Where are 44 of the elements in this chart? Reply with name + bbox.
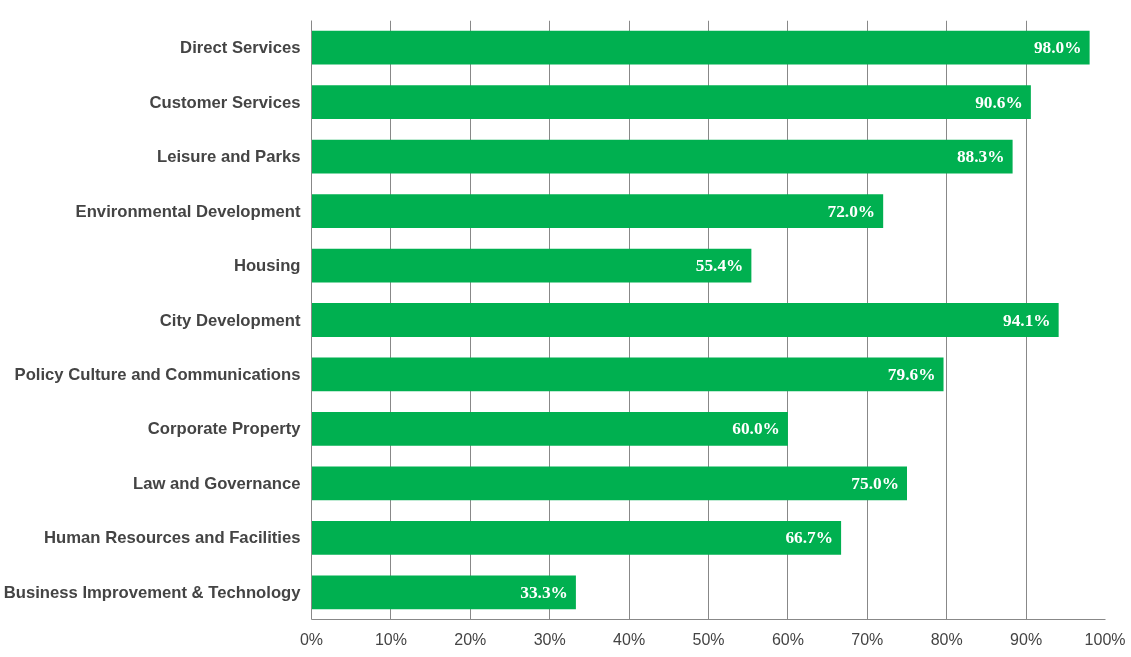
y-tick-label: Leisure and Parks <box>157 147 301 167</box>
x-tick-label: 90% <box>1010 630 1043 648</box>
bar <box>311 520 842 555</box>
y-tick-label: Business Improvement & Technology <box>3 582 302 602</box>
x-tick-label: 10% <box>374 630 407 648</box>
bar <box>311 412 788 446</box>
y-tick-label: Direct Services <box>180 38 301 58</box>
data-label: 90.6% <box>975 92 1023 112</box>
data-label: 94.1% <box>1003 310 1051 330</box>
data-label: 60.0% <box>732 419 780 439</box>
data-label: 98.0% <box>1033 38 1082 58</box>
y-tick-label: Corporate Property <box>147 419 302 439</box>
y-tick-label: City Development <box>159 310 301 330</box>
data-label: 66.7% <box>785 528 834 548</box>
data-label: 75.0% <box>851 473 899 493</box>
y-tick-label: Law and Governance <box>132 473 301 493</box>
bar <box>311 194 884 228</box>
x-tick-label: 0% <box>299 630 324 648</box>
bar <box>311 30 1090 65</box>
data-label: 88.3% <box>956 147 1005 167</box>
x-tick-label: 60% <box>771 630 804 648</box>
x-tick-label: 50% <box>692 630 725 648</box>
y-tick-label: Policy Culture and Communications <box>14 364 301 384</box>
x-tick-label: 20% <box>454 630 487 648</box>
y-tick-label: Housing <box>233 256 301 276</box>
bar <box>311 85 1031 120</box>
y-tick-label: Environmental Development <box>75 201 301 221</box>
bar <box>311 357 944 392</box>
y-tick-label: Human Resources and Facilities <box>44 528 301 548</box>
x-tick-label: 70% <box>851 630 884 648</box>
y-tick-label: Customer Services <box>149 92 301 112</box>
data-label: 79.6% <box>887 364 936 384</box>
x-tick-label: 30% <box>533 630 566 648</box>
data-label: 55.4% <box>695 256 744 276</box>
bar <box>311 575 576 610</box>
data-label: 33.3% <box>520 582 568 602</box>
bar <box>311 139 1013 174</box>
x-tick-label: 100% <box>1084 630 1126 648</box>
data-label: 72.0% <box>827 201 876 221</box>
x-tick-label: 80% <box>930 630 963 648</box>
bar <box>311 466 907 501</box>
x-tick-label: 40% <box>613 630 646 648</box>
bar <box>311 248 752 283</box>
bar <box>311 303 1059 337</box>
